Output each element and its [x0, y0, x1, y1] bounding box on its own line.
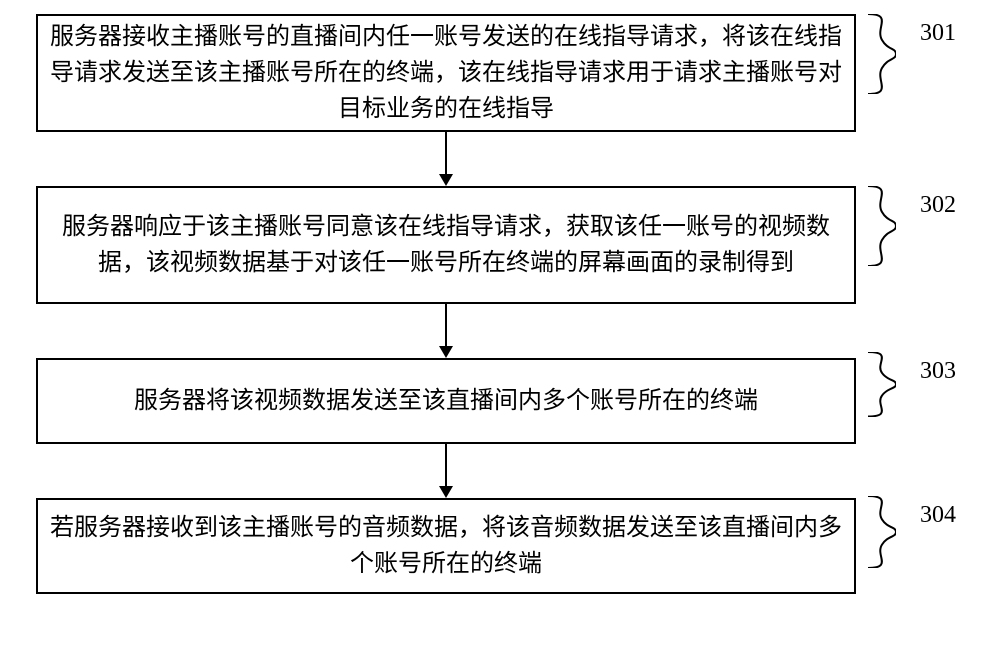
- brace-icon: [868, 496, 896, 568]
- flow-step-box: 服务器将该视频数据发送至该直播间内多个账号所在的终端: [36, 358, 856, 444]
- flow-arrow-icon: [437, 444, 455, 503]
- flow-step-text: 服务器将该视频数据发送至该直播间内多个账号所在的终端: [134, 383, 758, 419]
- flow-step-text: 服务器响应于该主播账号同意该在线指导请求，获取该任一账号的视频数据，该视频数据基…: [48, 209, 844, 281]
- flow-step-text: 服务器接收主播账号的直播间内任一账号发送的在线指导请求，将该在线指导请求发送至该…: [48, 19, 844, 127]
- flow-arrow-icon: [437, 132, 455, 191]
- flow-step-box: 若服务器接收到该主播账号的音频数据，将该音频数据发送至该直播间内多个账号所在的终…: [36, 498, 856, 594]
- brace-icon: [868, 186, 896, 266]
- flow-step-text: 若服务器接收到该主播账号的音频数据，将该音频数据发送至该直播间内多个账号所在的终…: [48, 510, 844, 582]
- flow-step-box: 服务器响应于该主播账号同意该在线指导请求，获取该任一账号的视频数据，该视频数据基…: [36, 186, 856, 304]
- flow-step-box: 服务器接收主播账号的直播间内任一账号发送的在线指导请求，将该在线指导请求发送至该…: [36, 14, 856, 132]
- flow-step-label: 304: [920, 502, 956, 529]
- flow-step-label: 301: [920, 20, 956, 47]
- brace-icon: [868, 14, 896, 94]
- flow-step-label: 302: [920, 192, 956, 219]
- brace-icon: [868, 352, 896, 417]
- flow-step-label: 303: [920, 358, 956, 385]
- flow-arrow-icon: [437, 304, 455, 363]
